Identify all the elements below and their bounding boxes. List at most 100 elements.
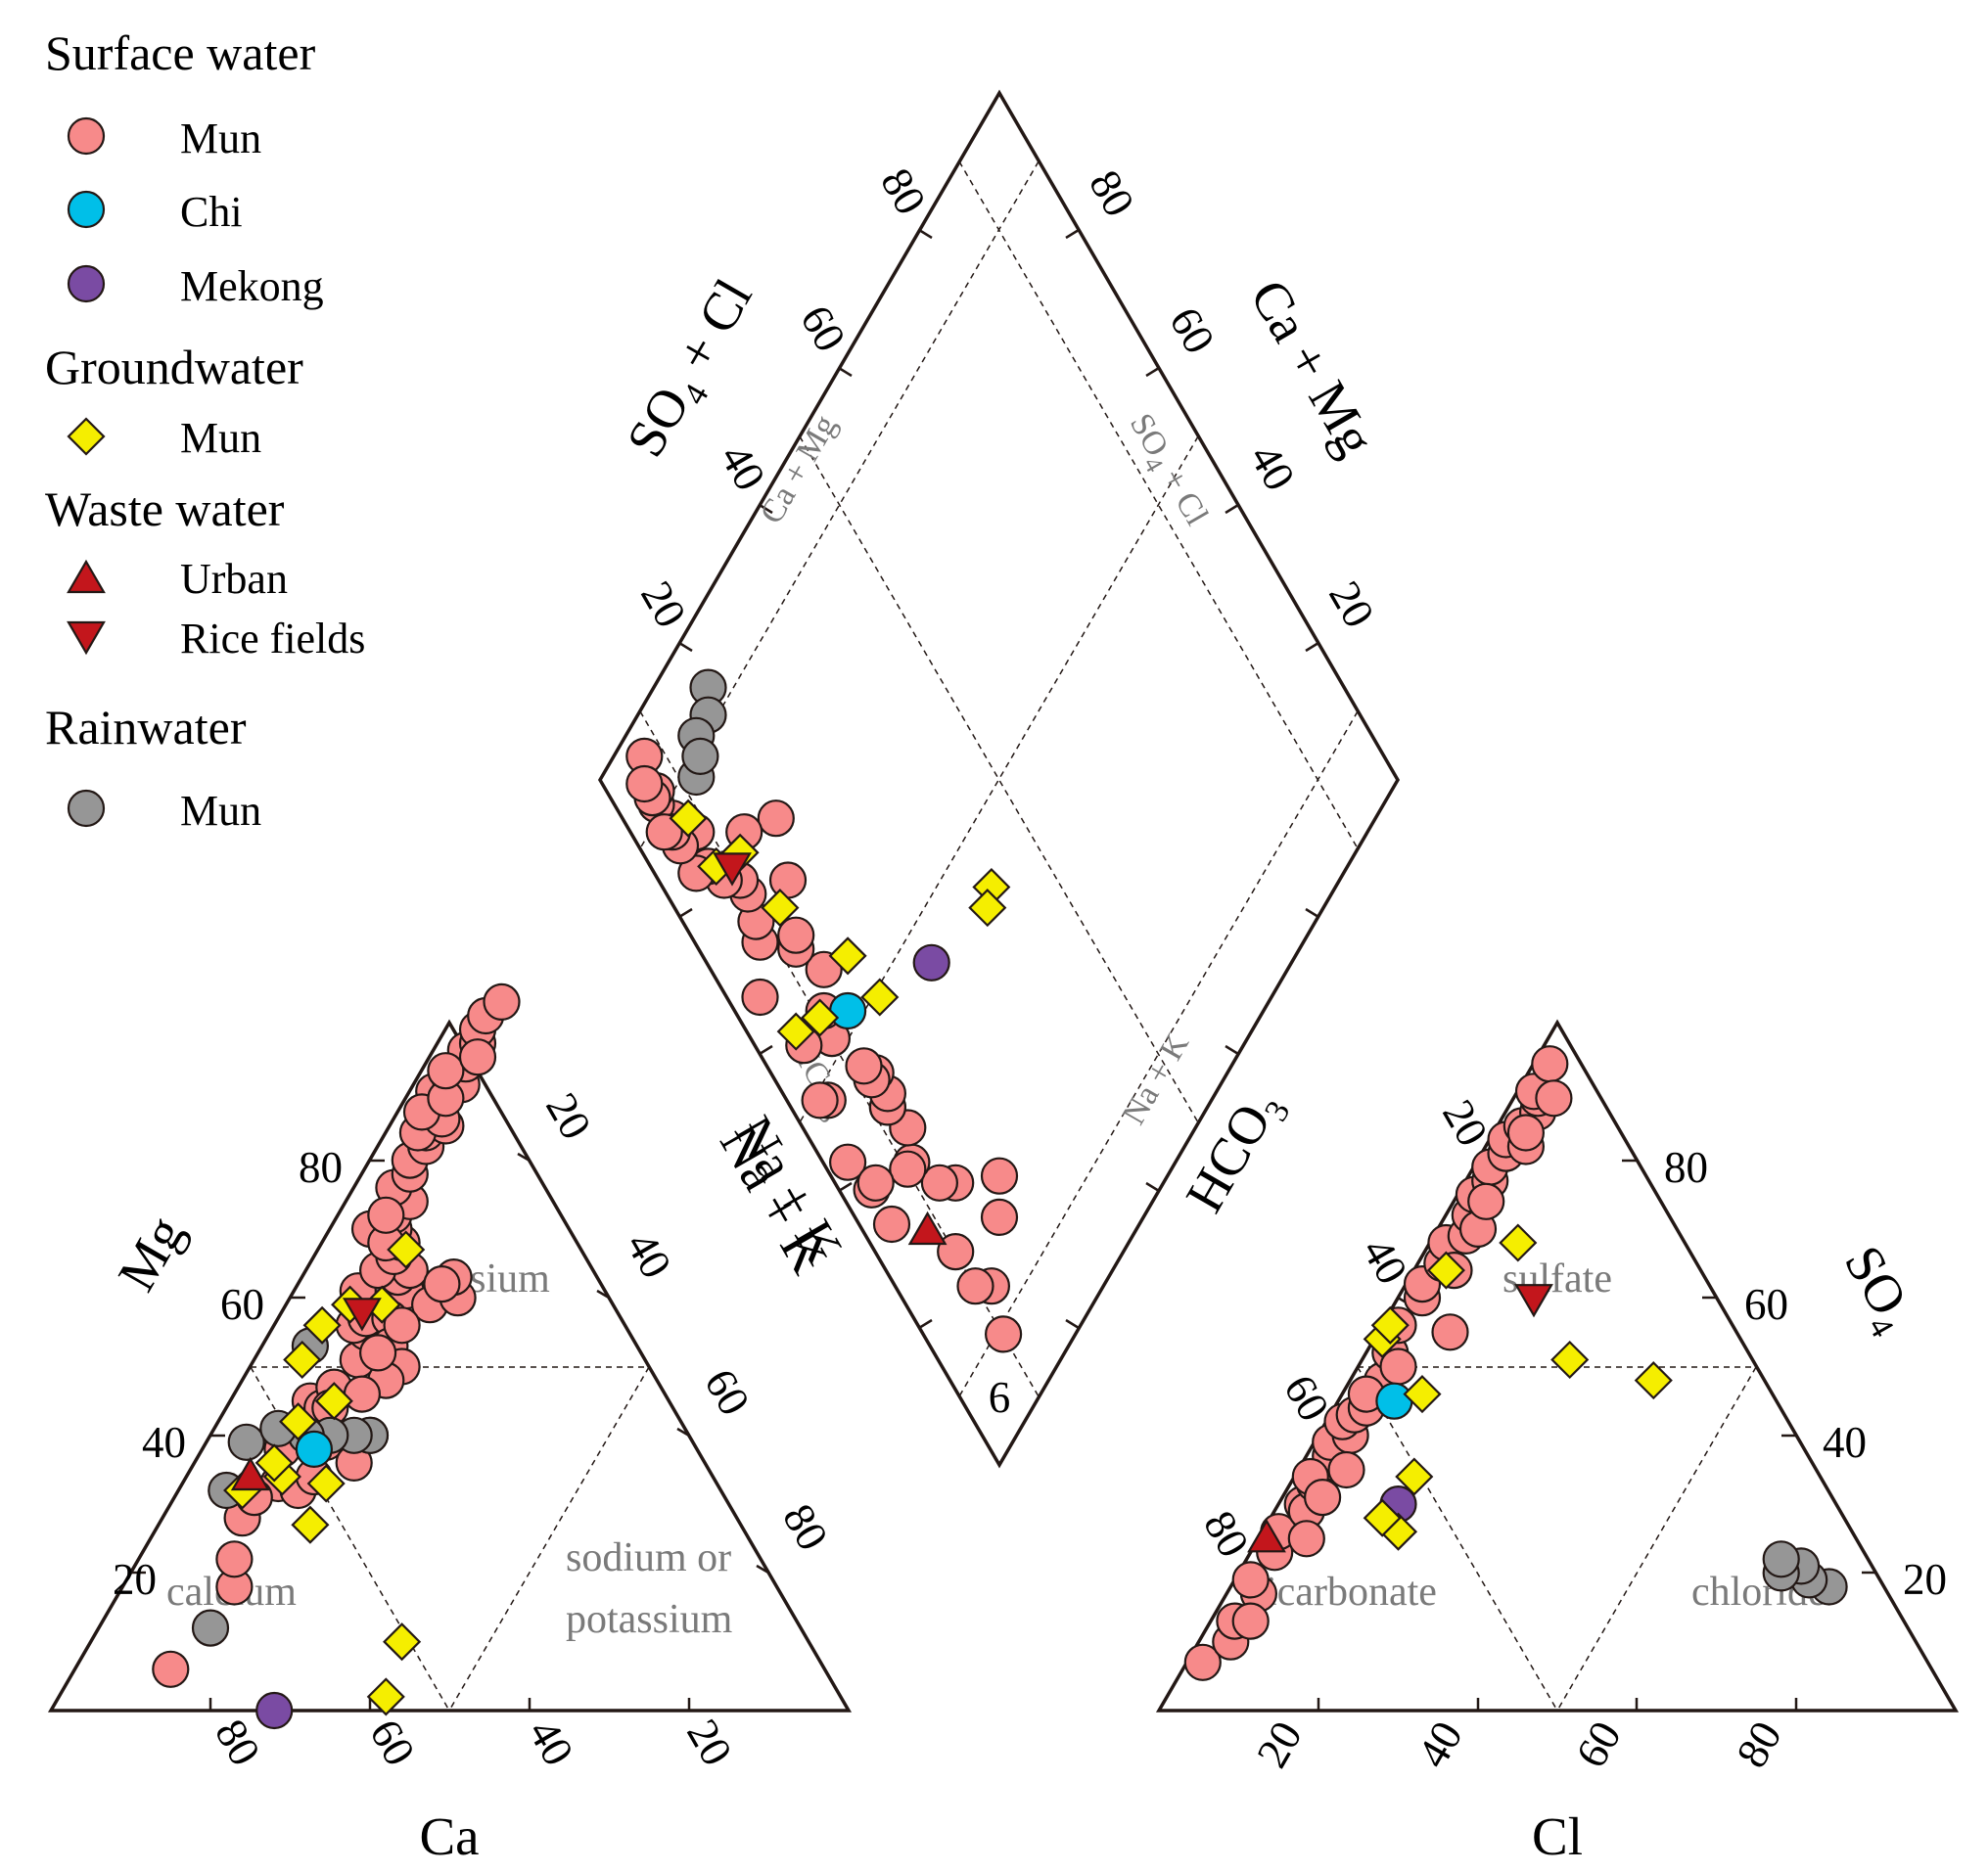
diamond-guide-lr-inner (958, 710, 1359, 1397)
anion-guide-bicarbonate (1357, 1366, 1558, 1712)
diamond-frame (597, 89, 1401, 1469)
diamond-ll-tick-60 (838, 1181, 853, 1193)
anion-point-groundwater-mun-4 (1550, 1340, 1590, 1380)
cation-point-surface-water-mun-59 (427, 1052, 465, 1090)
diamond-point-surface-water-mun-14 (845, 1047, 883, 1085)
anion-bottom-label-20: 20 (1247, 1713, 1312, 1776)
diamond-point-surface-water-mun-7 (889, 1150, 927, 1188)
diamond-ul-label-20: 20 (631, 573, 696, 636)
cation-region-sodium: sodium or (566, 1535, 731, 1580)
anion-point-groundwater-mun-5 (1634, 1361, 1673, 1400)
cation-right-tick-20 (517, 1152, 531, 1163)
anion-point-surface-water-mun-40 (1506, 1114, 1546, 1152)
legend-marker-ground-mun (67, 417, 106, 456)
anion-bottom-label-80: 80 (1727, 1713, 1791, 1776)
diamond-point-waste-water-rice-fields-0 (713, 852, 752, 887)
diamond-point-waste-water-urban-0 (907, 1211, 948, 1246)
diamond-point-surface-water-mekong-0 (912, 943, 950, 982)
diamond-guide-mid-b (799, 435, 1199, 1123)
diamond-point-groundwater-mun-3 (828, 936, 867, 976)
cation-point-groundwater-mun-1 (383, 1622, 422, 1662)
diamond-point-surface-water-mun-36 (828, 1143, 867, 1181)
diamond-ul-label-60: 60 (791, 297, 855, 360)
diamond-ur-tick-40 (1225, 503, 1239, 515)
legend-title-groundwater: Groundwater (45, 340, 303, 394)
anion-point-groundwater-mun-1 (1363, 1498, 1402, 1537)
diamond-ul-tick-20 (678, 641, 693, 653)
anion-point-groundwater-mun-2 (1395, 1457, 1434, 1496)
cation-point-surface-water-mun-63 (215, 1540, 254, 1578)
anion-point-groundwater-mun-9 (1499, 1223, 1538, 1262)
anion-bottom-label-40: 40 (1408, 1713, 1472, 1776)
legend-marker-waste-urban (67, 559, 106, 594)
cation-point-groundwater-mun-3 (306, 1464, 346, 1503)
legend-marker-surface-chi (67, 190, 106, 229)
anion-right-label-20: 20 (1903, 1555, 1947, 1604)
anion-point-groundwater-mun-8 (1370, 1305, 1410, 1345)
diamond-lr-tick-20 (1305, 907, 1319, 919)
cation-point-surface-water-mun-54 (383, 1306, 421, 1345)
anion-guide-chloride (1556, 1366, 1757, 1712)
diamond-point-surface-water-mun-44 (856, 1164, 895, 1202)
anion-point-surface-water-mun-46 (1231, 1561, 1270, 1599)
anion-point-rainwater-mun-4 (1762, 1540, 1800, 1578)
anion-point-surface-water-mun-45 (1231, 1602, 1270, 1640)
cation-region-potassium: potassium (566, 1597, 733, 1642)
anion-point-surface-water-mun-36 (1327, 1450, 1365, 1489)
cation-point-rainwater-mun-7 (227, 1423, 265, 1461)
cation-point-surface-water-mekong-0 (255, 1691, 294, 1730)
cation-point-groundwater-mun-0 (366, 1677, 405, 1716)
legend-title-rainwater: Rainwater (45, 700, 247, 754)
diamond-ur-label-80: 80 (1080, 162, 1144, 225)
diamond-ul-tick-80 (918, 228, 933, 240)
legend-title-surface-water: Surface water (45, 25, 316, 80)
diamond-guide-ul-inner (958, 160, 1359, 849)
diamond-guide-label-so4cl: SO4 + Cl (1117, 407, 1215, 534)
diamond-lr-tick-80 (1065, 1318, 1080, 1330)
anion-point-groundwater-mun-3 (1403, 1375, 1442, 1414)
cation-point-surface-water-mun-61 (152, 1650, 190, 1688)
diamond-ticks (678, 228, 1319, 1330)
cation-right-label-40: 40 (617, 1224, 681, 1287)
diamond-point-surface-water-mun-5 (920, 1164, 959, 1202)
cation-bottom-label-60: 60 (360, 1712, 425, 1774)
diamond-ur-label-60: 60 (1160, 299, 1225, 362)
diamond-point-surface-water-mun-0 (984, 1315, 1023, 1353)
anion-point-waste-water-rice-fields-0 (1514, 1284, 1553, 1318)
cation-point-waste-water-urban-0 (230, 1456, 270, 1491)
cation-point-groundwater-mun-11 (387, 1230, 426, 1269)
legend-label-ground-mun: Mun (180, 414, 261, 462)
diamond-point-surface-water-mun-49 (768, 861, 808, 899)
anion-point-surface-water-mun-0 (1183, 1643, 1222, 1681)
diamond-point-groundwater-mun-2 (860, 978, 900, 1017)
diamond-guide-label-nak: Na + K (1116, 1028, 1196, 1131)
diamond-point-surface-water-mun-17 (805, 950, 843, 988)
cation-triangle-frame (47, 1019, 853, 1713)
cation-left-label-80: 80 (299, 1143, 343, 1192)
legend-title-waste-water: Waste water (45, 481, 285, 536)
anion-point-surface-water-mun-48 (1467, 1182, 1505, 1220)
diamond-point-rainwater-mun-4 (681, 737, 719, 776)
anion-point-surface-water-chi-0 (1375, 1382, 1413, 1420)
diamond-point-surface-water-mun-40 (645, 813, 683, 851)
cation-point-surface-water-mun-70 (367, 1196, 405, 1234)
diamond-corner-label: 6 (989, 1373, 1011, 1422)
diamond-point-surface-water-mun-35 (872, 1205, 911, 1244)
diamond-ul-tick-60 (838, 366, 853, 378)
diamond-lr-tick-40 (1225, 1044, 1239, 1056)
diamond-point-surface-water-mun-2 (956, 1267, 994, 1305)
diamond-lr-tick-60 (1145, 1181, 1160, 1193)
cation-triangle-ticks (131, 1152, 769, 1711)
cation-point-groundwater-mun-7 (279, 1402, 318, 1441)
diamond-point-groundwater-mun-7 (801, 998, 840, 1037)
cation-point-groundwater-mun-12 (302, 1305, 342, 1345)
cation-guide-sodium (448, 1366, 650, 1712)
diamond-ul-tick-40 (759, 503, 773, 515)
cation-triangle: 20 40 60 80 20 40 60 80 80 60 40 20 Mg C… (47, 1019, 853, 1866)
diamond-ur-label-40: 40 (1240, 436, 1305, 499)
diamond-point-groundwater-mun-5 (669, 799, 708, 838)
cation-bottom-label-40: 40 (519, 1712, 583, 1774)
cation-right-tick-80 (756, 1564, 769, 1575)
cation-left-label-60: 60 (220, 1280, 264, 1329)
cation-right-label-20: 20 (536, 1085, 601, 1148)
